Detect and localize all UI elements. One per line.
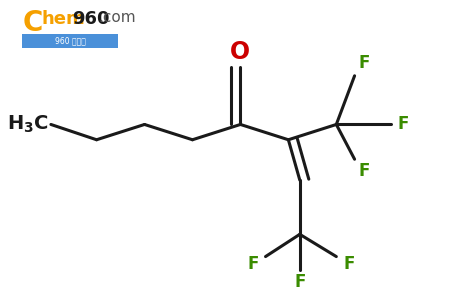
Text: C: C	[22, 9, 43, 37]
Text: F: F	[294, 273, 305, 291]
Text: F: F	[358, 54, 370, 71]
Text: F: F	[343, 255, 355, 273]
FancyBboxPatch shape	[22, 34, 118, 48]
Text: .com: .com	[98, 11, 136, 25]
Text: 960: 960	[73, 11, 110, 28]
Text: hem: hem	[42, 11, 85, 28]
Text: F: F	[247, 255, 259, 273]
Text: $\mathregular{H_3C}$: $\mathregular{H_3C}$	[7, 114, 49, 135]
Text: 960 化工网: 960 化工网	[55, 37, 85, 45]
Text: O: O	[230, 40, 250, 64]
Text: F: F	[398, 115, 410, 133]
Text: F: F	[358, 162, 370, 180]
